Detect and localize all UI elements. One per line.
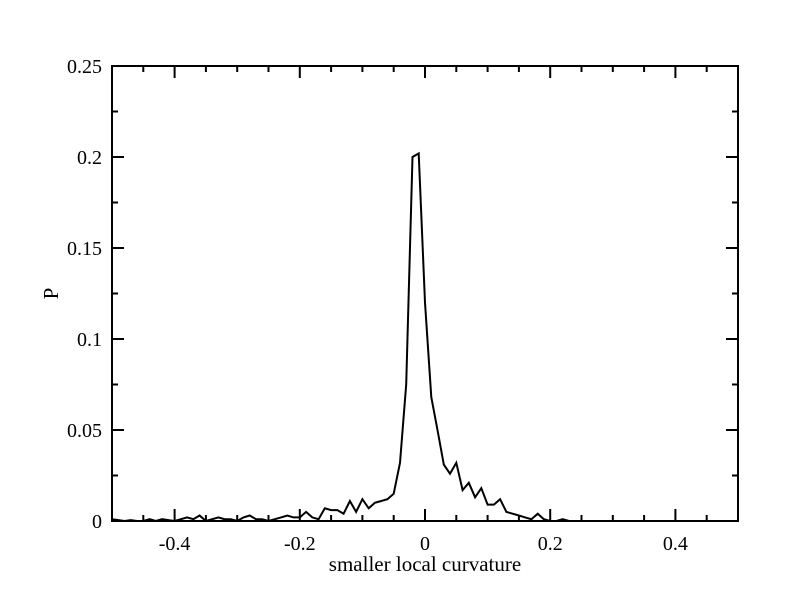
y-axis-title: P [39,288,63,300]
series-line [111,151,576,523]
x-tick-label: -0.4 [159,533,191,555]
x-tick-label: 0.4 [663,533,688,555]
x-axis-title: smaller local curvature [329,552,521,576]
y-tick-label: 0.25 [67,56,102,78]
x-tick-label: -0.2 [284,533,316,555]
y-tick-label: 0.05 [67,420,102,442]
y-tick-label: 0.2 [77,147,102,169]
y-tick-label: 0.15 [67,238,102,260]
tick-labels: -0.4 -0.2 0 0.2 0.4 0 0.05 0.1 0.15 0.2 0.25 [67,56,688,555]
x-tick-label: 0.2 [538,533,563,555]
y-tick-label: 0.1 [77,329,102,351]
x-tick-label: 0 [420,533,430,555]
plot-frame [111,65,739,522]
y-tick-label: 0 [92,511,102,533]
